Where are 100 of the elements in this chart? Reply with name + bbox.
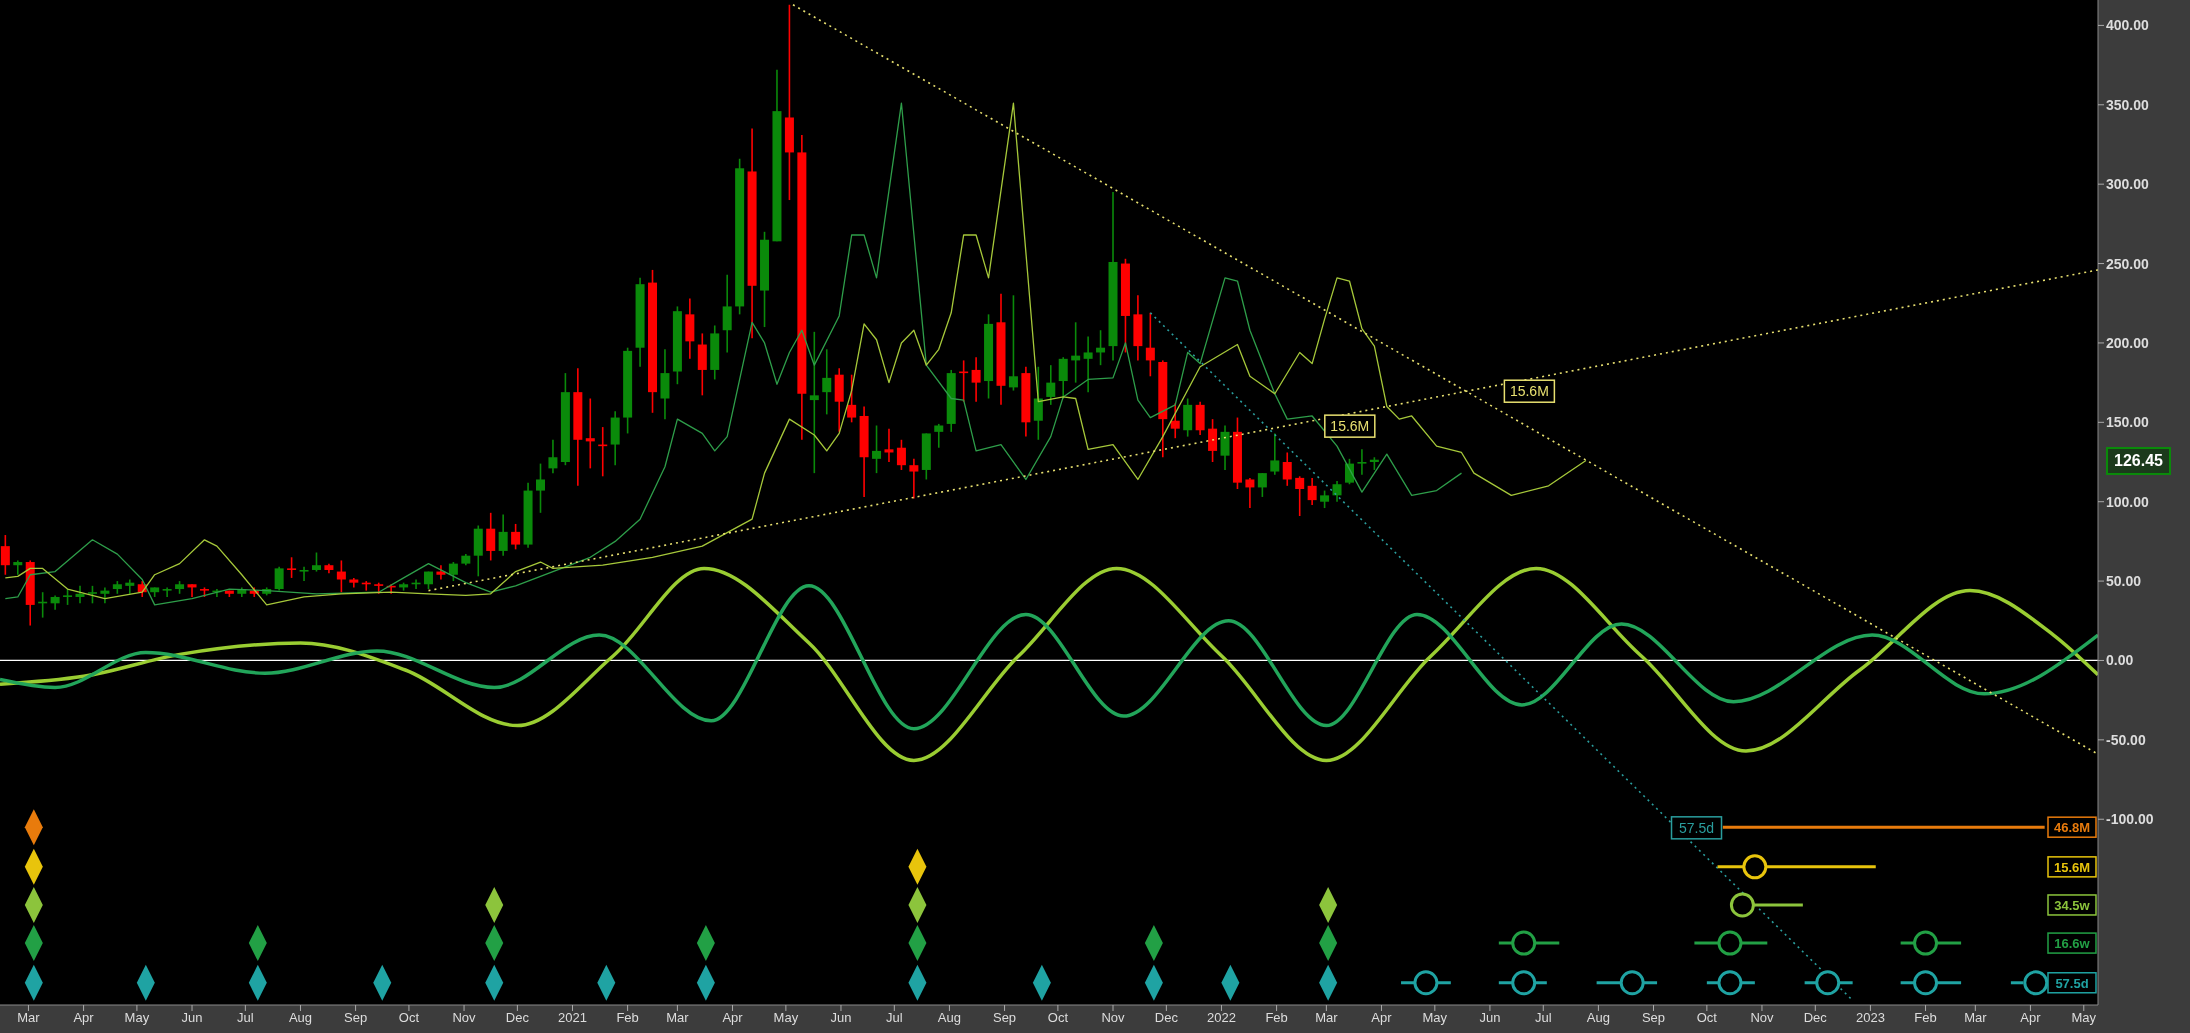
x-tick-label: Nov (1101, 1010, 1126, 1026)
y-tick-label: 350.00 (2106, 96, 2150, 113)
line-series (0, 584, 2098, 731)
x-tick-label: Oct (398, 1010, 420, 1026)
point (1413, 970, 1439, 996)
point (1511, 930, 1537, 956)
x-tick-label: Apr (722, 1010, 744, 1026)
y-tick-label: 200.00 (2106, 334, 2150, 351)
y-tick-label: 250.00 (2106, 255, 2150, 272)
candlestick (1033, 365, 1043, 441)
x-tick-label: Mar (17, 1010, 41, 1026)
x-tick-label: Apr (73, 1010, 95, 1026)
candlestick (162, 586, 172, 598)
annotation: 15.6M (1330, 418, 1370, 435)
candlestick (1357, 448, 1367, 476)
text: 57.5d (2055, 975, 2089, 991)
point (1742, 854, 1768, 880)
point (1815, 970, 1841, 996)
candlestick (722, 273, 732, 354)
candlestick (548, 438, 558, 474)
x-tick-label: Jun (1479, 1010, 1501, 1026)
candlestick (1208, 418, 1218, 463)
x-tick-label: 2022 (1207, 1010, 1236, 1026)
x-tick-label: Jul (886, 1010, 903, 1026)
x-tick-label: Jun (830, 1010, 852, 1026)
x-tick-label: May (2071, 1010, 2097, 1026)
candlestick (287, 556, 297, 579)
candlestick (498, 513, 508, 557)
x-tick-label: Aug (288, 1010, 313, 1026)
x-tick-label: Dec (1803, 1010, 1828, 1026)
x-tick-label: Mar (1315, 1010, 1339, 1026)
x-tick-label: Apr (2020, 1010, 2042, 1026)
candlestick (847, 373, 857, 424)
candlestick (822, 348, 832, 416)
annotation: 57.5d (1678, 819, 1715, 836)
point (1511, 970, 1537, 996)
point (1619, 970, 1645, 996)
y-tick-label: 300.00 (2106, 176, 2150, 193)
candlestick (1270, 432, 1280, 476)
point (1913, 970, 1939, 996)
point (1913, 930, 1939, 956)
y-tick-label: 0.00 (2106, 652, 2134, 669)
x-tick-label: May (773, 1010, 799, 1026)
x-tick-label: May (124, 1010, 150, 1026)
y-tick-label: 100.00 (2106, 493, 2150, 510)
candlestick (187, 583, 197, 598)
candlestick (1307, 477, 1317, 506)
candlestick (511, 523, 521, 551)
candlestick (1257, 472, 1267, 498)
x-tick-label: May (1422, 1010, 1448, 1026)
x-tick-label: Aug (937, 1010, 961, 1026)
point (1717, 970, 1743, 996)
candlestick (311, 551, 321, 573)
text: 16.6w (2054, 936, 2091, 952)
candlestick (1220, 424, 1230, 471)
candlestick (448, 561, 458, 582)
candlestick (934, 423, 944, 449)
candlestick (1332, 480, 1342, 503)
candlestick (872, 424, 882, 474)
y-tick-label: 400.00 (2106, 17, 2150, 34)
x-tick-label: Sep (1641, 1010, 1666, 1026)
candlestick (1245, 477, 1255, 509)
x-tick-label: Sep (992, 1010, 1017, 1026)
candlestick (1083, 335, 1093, 393)
x-tick-label: Apr (1371, 1010, 1393, 1026)
x-tick-label: Mar (1964, 1010, 1988, 1026)
x-tick-label: Dec (1154, 1010, 1179, 1026)
candlestick (909, 458, 919, 500)
candlestick (274, 566, 284, 592)
candlestick (1145, 311, 1155, 378)
x-tick-label: Mar (666, 1010, 690, 1026)
y-tick-label: -50.00 (2106, 731, 2146, 748)
x-tick-label: Oct (1047, 1010, 1069, 1026)
candlestick (125, 578, 135, 595)
candlestick (1170, 402, 1180, 439)
x-tick-label: 2021 (558, 1010, 587, 1026)
x-tick-label: Sep (344, 1010, 368, 1026)
candlestick (1046, 364, 1056, 406)
candlestick (1008, 294, 1018, 392)
candlestick (0, 534, 10, 576)
x-tick-label: Feb (1914, 1010, 1937, 1026)
y-tick-label: -100.00 (2106, 811, 2154, 828)
candlestick (585, 397, 595, 470)
candlestick (536, 462, 545, 514)
candlestick (1058, 356, 1068, 400)
point (1717, 930, 1743, 956)
x-tick-label: Jul (1534, 1010, 1552, 1026)
line-series (0, 566, 2098, 763)
annotation: 15.6M (1509, 383, 1549, 400)
x-tick-label: Nov (452, 1010, 477, 1026)
candlestick (100, 586, 110, 605)
x-tick-label: Jun (181, 1010, 203, 1026)
point (2023, 970, 2049, 996)
candlestick (13, 559, 23, 576)
x-tick-label: 2023 (1855, 1010, 1885, 1026)
text: 15.6M (2053, 859, 2091, 875)
candlestick (896, 438, 906, 471)
candlestick (436, 564, 446, 581)
candlestick (1295, 475, 1305, 517)
series-label: 46.8M (2053, 820, 2091, 836)
